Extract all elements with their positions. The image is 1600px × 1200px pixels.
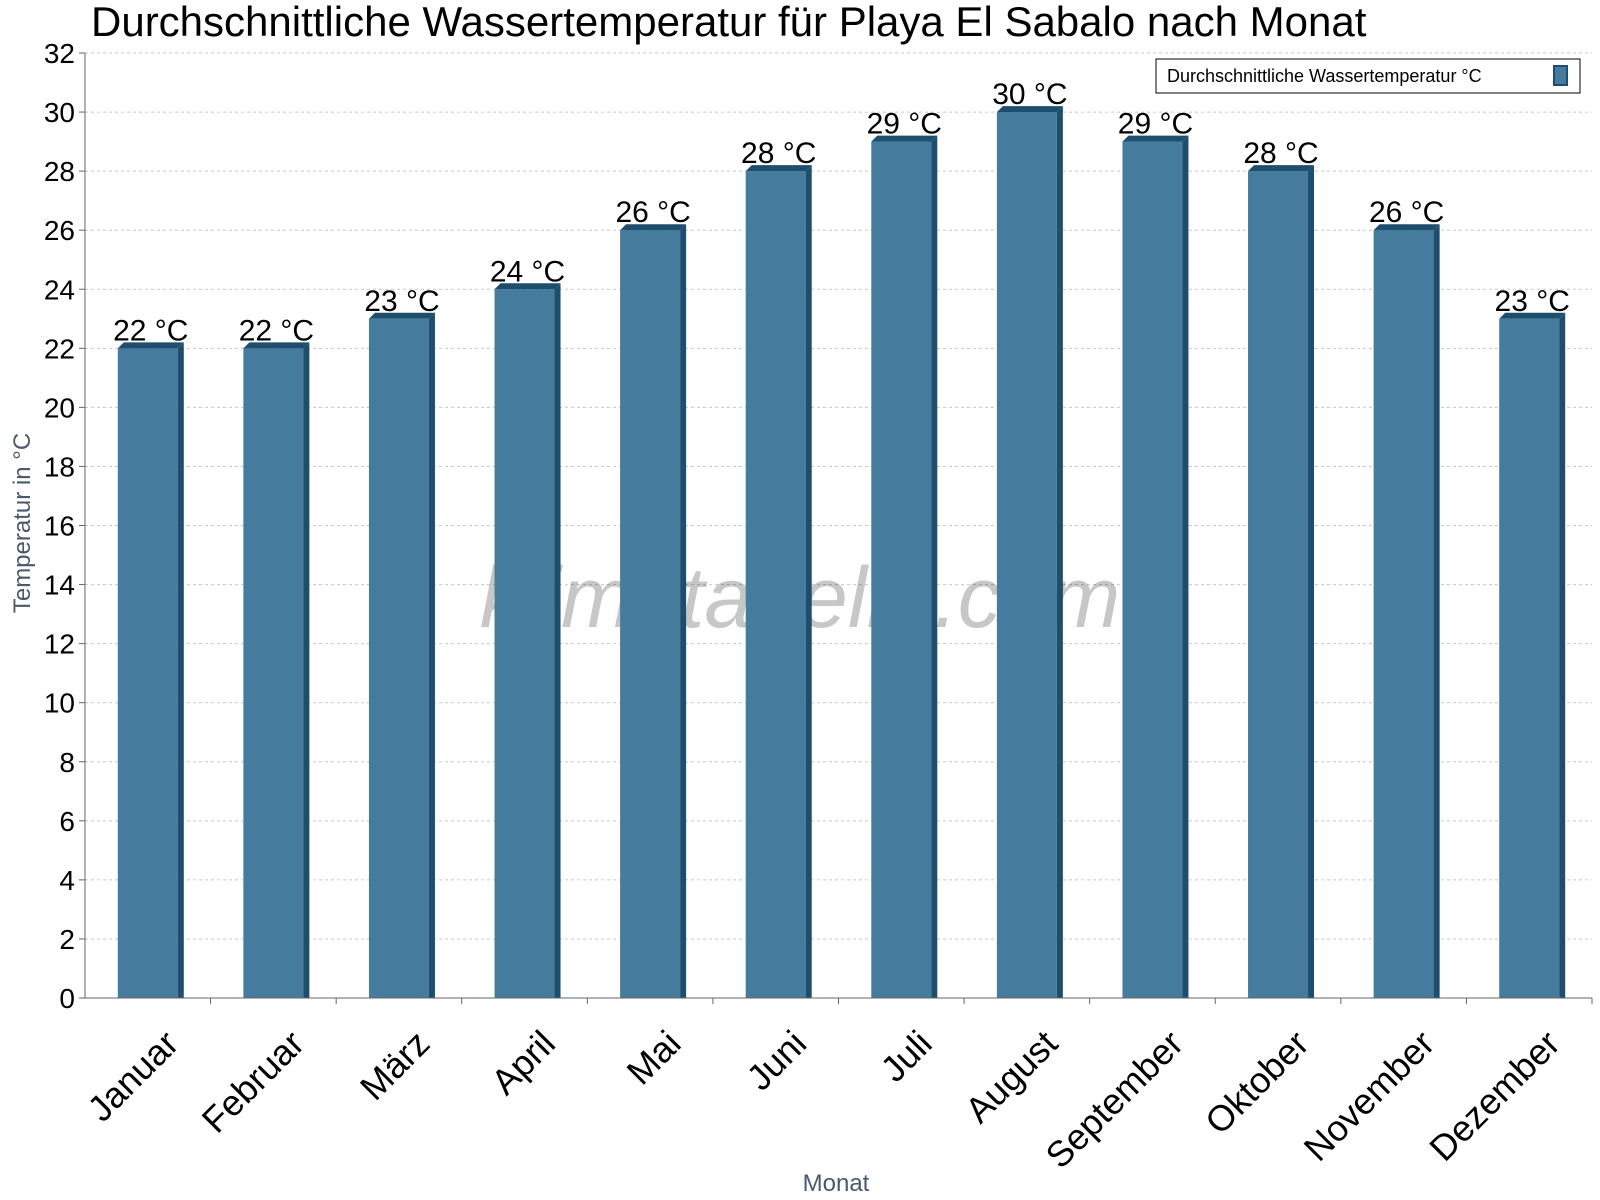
bar-top bbox=[1122, 135, 1189, 142]
x-tick-label: Juli bbox=[873, 1022, 940, 1089]
x-tick-label: Oktober bbox=[1197, 1022, 1317, 1142]
bar-top bbox=[620, 224, 687, 231]
y-tick-label: 32 bbox=[44, 38, 75, 69]
data-label: 28 °C bbox=[741, 137, 816, 170]
x-tick-label: Juni bbox=[738, 1022, 814, 1098]
x-tick-label: Februar bbox=[194, 1022, 312, 1140]
bar-top bbox=[117, 342, 184, 349]
chart-title: Durchschnittliche Wassertemperatur für P… bbox=[91, 0, 1367, 45]
y-tick-label: 6 bbox=[59, 806, 75, 837]
bar-top bbox=[1248, 165, 1315, 172]
legend-box bbox=[1155, 58, 1581, 94]
y-tick-label: 14 bbox=[44, 570, 75, 601]
data-label: 23 °C bbox=[364, 285, 439, 318]
x-tick-label: Januar bbox=[79, 1022, 186, 1129]
legend: Durchschnittliche Wassertemperatur °C bbox=[1155, 58, 1581, 94]
bar-side bbox=[554, 283, 561, 998]
x-tick-labels: Januar Februar März April Mai Juni Juli AugustS… bbox=[79, 1022, 1567, 1176]
y-tick-label: 0 bbox=[59, 983, 75, 1014]
bar-side bbox=[303, 342, 310, 998]
y-tick-label: 22 bbox=[44, 333, 75, 364]
x-tick-label: Mai bbox=[619, 1022, 689, 1092]
y-tick-label: 28 bbox=[44, 156, 75, 187]
y-tick-label: 26 bbox=[44, 215, 75, 246]
bar bbox=[243, 348, 304, 998]
bar-top bbox=[996, 106, 1063, 113]
x-tick-label: März bbox=[352, 1022, 438, 1108]
bar-side bbox=[1308, 165, 1315, 998]
x-tick-label: September bbox=[1037, 1022, 1191, 1176]
bar-side bbox=[1056, 106, 1063, 998]
bar bbox=[1373, 230, 1434, 998]
y-tick-label: 30 bbox=[44, 97, 75, 128]
y-tick-label: 4 bbox=[59, 865, 75, 896]
bar bbox=[620, 230, 681, 998]
x-tick-label: August bbox=[957, 1022, 1065, 1130]
bar-side bbox=[428, 312, 435, 998]
bar bbox=[871, 141, 932, 998]
y-tick-label: 2 bbox=[59, 924, 75, 955]
bar-top bbox=[494, 283, 561, 290]
bar bbox=[1499, 318, 1560, 998]
legend-label: Durchschnittliche Wassertemperatur °C bbox=[1167, 66, 1482, 86]
data-label: 22 °C bbox=[113, 314, 188, 347]
bar-top bbox=[243, 342, 310, 349]
bar-side bbox=[1559, 312, 1566, 998]
y-tick-label: 12 bbox=[44, 629, 75, 660]
data-label: 29 °C bbox=[1118, 108, 1193, 141]
bar-side bbox=[1433, 224, 1440, 998]
axes bbox=[79, 52, 1593, 1004]
bar-side bbox=[805, 165, 812, 998]
y-tick-label: 16 bbox=[44, 511, 75, 542]
data-label: 22 °C bbox=[239, 314, 314, 347]
bar-top bbox=[871, 135, 938, 142]
data-label: 30 °C bbox=[992, 78, 1067, 111]
bars bbox=[117, 106, 1566, 998]
data-label: 23 °C bbox=[1495, 285, 1570, 318]
x-axis-label: Monat bbox=[803, 1170, 870, 1197]
data-labels: 22 °C 22 °C 23 °C 24 °C 26 °C 28 °C 29 °C 30 °C… bbox=[113, 78, 1570, 347]
bar-side bbox=[1182, 135, 1189, 998]
bar bbox=[1122, 141, 1183, 998]
data-label: 28 °C bbox=[1243, 137, 1318, 170]
data-label: 26 °C bbox=[615, 196, 690, 229]
data-label: 26 °C bbox=[1369, 196, 1444, 229]
bar-top bbox=[745, 165, 812, 172]
y-axis-label: Temperatur in °C bbox=[9, 433, 36, 613]
bar-side bbox=[931, 135, 938, 998]
x-tick-label: November bbox=[1296, 1022, 1442, 1168]
y-tick-label: 20 bbox=[44, 392, 75, 423]
bar-top bbox=[1499, 312, 1566, 319]
bar bbox=[745, 171, 806, 998]
x-tick-label: Dezember bbox=[1421, 1022, 1567, 1168]
bar bbox=[368, 318, 429, 998]
grid-lines bbox=[85, 52, 1592, 940]
data-label: 29 °C bbox=[867, 108, 942, 141]
y-tick-label: 24 bbox=[44, 274, 75, 305]
y-tick-label: 10 bbox=[44, 688, 75, 719]
x-tick-label: April bbox=[483, 1022, 563, 1102]
y-tick-label: 18 bbox=[44, 451, 75, 482]
y-tick-label: 8 bbox=[59, 747, 75, 778]
bar-side bbox=[177, 342, 184, 998]
data-label: 24 °C bbox=[490, 255, 565, 288]
bar-side bbox=[680, 224, 687, 998]
bar bbox=[117, 348, 178, 998]
bar bbox=[494, 289, 555, 998]
bar bbox=[996, 112, 1057, 998]
bar-top bbox=[1373, 224, 1440, 231]
bar-top bbox=[368, 312, 435, 319]
legend-swatch bbox=[1553, 65, 1568, 86]
bar bbox=[1248, 171, 1309, 998]
